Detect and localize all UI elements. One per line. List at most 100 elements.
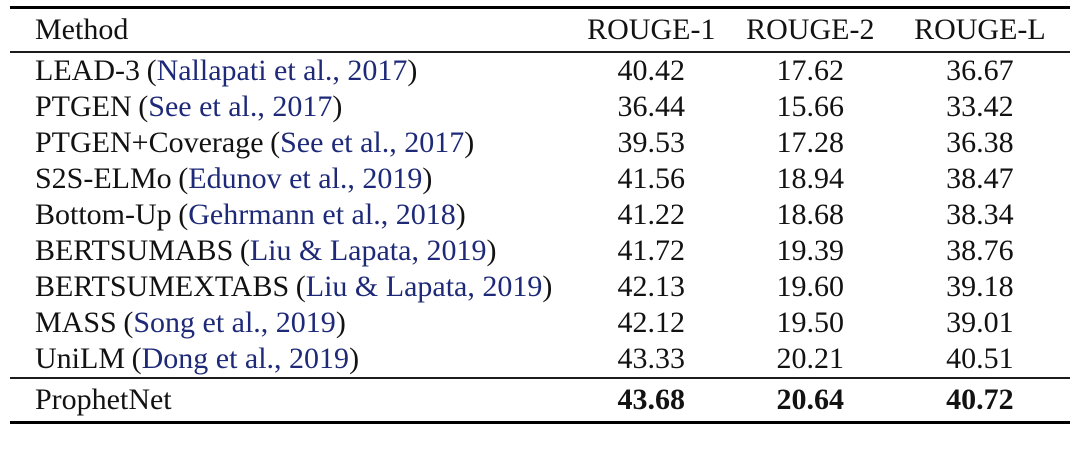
table-row: MASS (Song et al., 2019) 42.12 19.50 39.0… bbox=[10, 305, 1070, 341]
method-cell: PTGEN+Coverage (See et al., 2017) bbox=[10, 126, 572, 160]
citation-paren-open: ( bbox=[123, 306, 134, 339]
citation: (Liu & Lapata, 2019) bbox=[296, 270, 553, 303]
rouge1-value: 43.33 bbox=[617, 342, 686, 375]
rougeL-value: 36.67 bbox=[946, 54, 1014, 87]
citation-paren-close: ) bbox=[455, 198, 466, 231]
rouge2-value: 18.68 bbox=[776, 198, 845, 231]
citation: (See et al., 2017) bbox=[270, 126, 474, 159]
citation: (Gehrmann et al., 2018) bbox=[178, 198, 465, 231]
citation-paren-close: ) bbox=[335, 306, 346, 339]
table-row: LEAD-3 (Nallapati et al., 2017) 40.42 17.… bbox=[10, 53, 1070, 89]
citation: (Song et al., 2019) bbox=[123, 306, 346, 339]
method-name: UniLM bbox=[35, 342, 125, 375]
citation-paren-close: ) bbox=[332, 90, 343, 123]
method-name: BERTSUMEXTABS bbox=[35, 270, 290, 303]
rougeL-value: 39.01 bbox=[946, 306, 1014, 339]
citation-link[interactable]: Nallapati et al., 2017 bbox=[156, 54, 408, 87]
method-name: LEAD-3 bbox=[35, 54, 140, 87]
rougeL-value: 39.18 bbox=[946, 270, 1014, 303]
method-cell: BERTSUMEXTABS (Liu & Lapata, 2019) bbox=[10, 270, 572, 304]
header-rule bbox=[10, 51, 1070, 53]
citation-link[interactable]: Edunov et al., 2019 bbox=[188, 162, 423, 195]
table-row: PTGEN (See et al., 2017) 36.44 15.66 33.4… bbox=[10, 89, 1070, 125]
method-cell: LEAD-3 (Nallapati et al., 2017) bbox=[10, 54, 572, 88]
rougeL-value: 33.42 bbox=[946, 90, 1014, 123]
citation-link[interactable]: Liu & Lapata, 2019 bbox=[249, 234, 487, 267]
citation-paren-open: ( bbox=[178, 198, 189, 231]
highlight-row-prophetnet: ProphetNet 43.68 20.64 40.72 bbox=[10, 379, 1070, 421]
rougeL-value: 38.47 bbox=[946, 162, 1014, 195]
rouge1-value: 36.44 bbox=[617, 90, 686, 123]
citation-paren-close: ) bbox=[422, 162, 433, 195]
citation-paren-open: ( bbox=[295, 270, 306, 303]
citation: (Nallapati et al., 2017) bbox=[147, 54, 418, 87]
citation-paren-open: ( bbox=[270, 126, 281, 159]
table-row: PTGEN+Coverage (See et al., 2017) 39.53 1… bbox=[10, 125, 1070, 161]
rouge1-value: 42.13 bbox=[617, 270, 686, 303]
rougeL-value: 38.76 bbox=[946, 234, 1014, 267]
rouge2-value: 18.94 bbox=[776, 162, 845, 195]
rougeL-value: 40.72 bbox=[946, 383, 1014, 416]
rouge2-value: 15.66 bbox=[776, 90, 845, 123]
rouge2-value: 20.64 bbox=[776, 383, 845, 416]
method-name: MASS bbox=[35, 306, 117, 339]
method-cell: S2S-ELMo (Edunov et al., 2019) bbox=[10, 162, 572, 196]
top-rule bbox=[10, 6, 1070, 9]
citation-link[interactable]: Liu & Lapata, 2019 bbox=[305, 270, 543, 303]
rouge2-value: 20.21 bbox=[776, 342, 845, 375]
method-cell: MASS (Song et al., 2019) bbox=[10, 306, 572, 340]
citation-link[interactable]: See et al., 2017 bbox=[280, 126, 465, 159]
rougeL-value: 36.38 bbox=[946, 126, 1014, 159]
table-header-row: Method ROUGE-1 ROUGE-2 ROUGE-L bbox=[10, 9, 1070, 51]
citation-link[interactable]: See et al., 2017 bbox=[148, 90, 333, 123]
rouge1-value: 40.42 bbox=[617, 54, 686, 87]
citation-paren-close: ) bbox=[349, 342, 360, 375]
citation-link[interactable]: Gehrmann et al., 2018 bbox=[188, 198, 456, 231]
table-row: S2S-ELMo (Edunov et al., 2019) 41.56 18.9… bbox=[10, 161, 1070, 197]
col-header-rouge1: ROUGE-1 bbox=[587, 13, 716, 46]
rouge1-value: 39.53 bbox=[617, 126, 686, 159]
rouge1-value: 43.68 bbox=[617, 383, 686, 416]
rouge1-value: 41.56 bbox=[617, 162, 686, 195]
pre-highlight-rule bbox=[10, 377, 1070, 379]
rouge2-value: 19.60 bbox=[776, 270, 845, 303]
bottom-rule bbox=[10, 421, 1070, 424]
citation-link[interactable]: Dong et al., 2019 bbox=[141, 342, 350, 375]
rouge2-value: 19.50 bbox=[776, 306, 845, 339]
rouge2-value: 17.28 bbox=[776, 126, 845, 159]
table-row: UniLM (Dong et al., 2019) 43.33 20.21 40.… bbox=[10, 341, 1070, 377]
citation: (Edunov et al., 2019) bbox=[178, 162, 432, 195]
rouge2-value: 19.39 bbox=[776, 234, 845, 267]
rougeL-value: 40.51 bbox=[946, 342, 1014, 375]
table-row: BERTSUMEXTABS (Liu & Lapata, 2019) 42.13 … bbox=[10, 269, 1070, 305]
results-table: Method ROUGE-1 ROUGE-2 ROUGE-L LEAD-3 (Na… bbox=[10, 6, 1070, 424]
citation-paren-open: ( bbox=[239, 234, 250, 267]
citation-paren-open: ( bbox=[178, 162, 189, 195]
method-name: Bottom-Up bbox=[35, 198, 172, 231]
rouge1-value: 41.72 bbox=[617, 234, 686, 267]
citation-link[interactable]: Song et al., 2019 bbox=[133, 306, 336, 339]
citation-paren-close: ) bbox=[407, 54, 418, 87]
rouge2-value: 17.62 bbox=[776, 54, 845, 87]
col-header-rougeL: ROUGE-L bbox=[914, 13, 1046, 46]
citation-paren-close: ) bbox=[486, 234, 497, 267]
table-row: Bottom-Up (Gehrmann et al., 2018) 41.22 1… bbox=[10, 197, 1070, 233]
method-name: PTGEN bbox=[35, 90, 132, 123]
citation-paren-open: ( bbox=[146, 54, 157, 87]
citation: (Liu & Lapata, 2019) bbox=[240, 234, 497, 267]
method-cell: PTGEN (See et al., 2017) bbox=[10, 90, 572, 124]
citation: (See et al., 2017) bbox=[138, 90, 342, 123]
col-header-rouge2: ROUGE-2 bbox=[746, 13, 875, 46]
rouge1-value: 41.22 bbox=[617, 198, 686, 231]
method-cell: Bottom-Up (Gehrmann et al., 2018) bbox=[10, 198, 572, 232]
method-name: ProphetNet bbox=[35, 383, 172, 416]
citation-paren-open: ( bbox=[138, 90, 149, 123]
citation-paren-open: ( bbox=[131, 342, 142, 375]
col-header-method: Method bbox=[35, 13, 129, 46]
rougeL-value: 38.34 bbox=[946, 198, 1014, 231]
citation-paren-close: ) bbox=[542, 270, 553, 303]
method-name: BERTSUMABS bbox=[35, 234, 234, 267]
method-cell: UniLM (Dong et al., 2019) bbox=[10, 342, 572, 376]
citation: (Dong et al., 2019) bbox=[132, 342, 359, 375]
